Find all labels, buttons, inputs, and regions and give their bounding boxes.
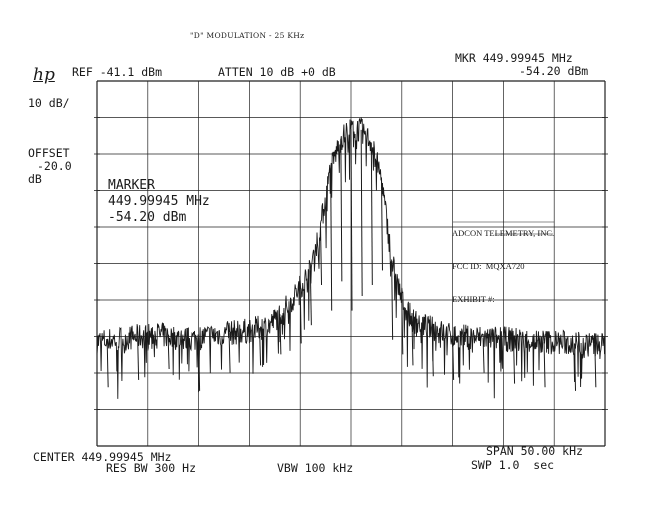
spectrum-trace: [96, 117, 606, 399]
trace-dip: [106, 340, 109, 388]
trace-dip: [137, 336, 140, 380]
trace-dip: [574, 343, 577, 391]
trace-dip: [320, 226, 323, 286]
marker-level-readout: -54.20 dBm: [519, 64, 589, 78]
frequency-span: SPAN 50.00 kHz: [486, 444, 583, 458]
trace-dip: [360, 129, 363, 296]
marker-box-frequency: 449.99945 MHz: [108, 194, 210, 209]
trace-dip: [299, 286, 302, 344]
trace-dip: [401, 299, 404, 355]
trace-dip: [279, 314, 282, 355]
trace-dip: [350, 128, 353, 311]
offset-unit: dB: [28, 172, 42, 186]
trace-dip: [452, 336, 455, 380]
reference-level: REF -41.1 dBm: [72, 65, 163, 79]
trace-dip: [391, 259, 394, 340]
trace-dip: [167, 336, 170, 370]
resolution-bandwidth: RES BW 300 Hz: [106, 461, 197, 475]
marker-box-label: MARKER: [108, 178, 155, 193]
center-frequency: CENTER 449.99945 MHz: [33, 450, 172, 464]
trace-dip: [198, 337, 201, 391]
marker-box-level: -54.20 dBm: [108, 210, 187, 225]
exhibit-fcc-id: FCC ID: MQXA720: [452, 261, 525, 271]
trace-dip: [340, 139, 343, 282]
trace-dip: [513, 339, 516, 384]
trace-dip: [330, 168, 333, 311]
trace-dip: [594, 344, 597, 388]
trace-dip: [309, 270, 312, 326]
hp-logo: hp: [33, 65, 55, 85]
offset-value: -20.0: [37, 159, 72, 173]
trace-dip: [228, 333, 231, 373]
trace-dip: [431, 328, 434, 377]
trace-dip: [259, 327, 262, 366]
video-bandwidth: VBW 100 kHz: [277, 461, 354, 475]
trace-dip: [411, 319, 414, 366]
trace-dip: [380, 179, 383, 271]
attenuation: ATTEN 10 dB +0 dB: [218, 65, 336, 79]
scale-per-division: 10 dB/: [28, 96, 70, 110]
plot-title: "D" MODULATION - 25 KHz: [190, 31, 305, 40]
exhibit-company: ADCON TELEMETRY, INC.: [452, 228, 555, 238]
sweep-time: SWP 1.0 sec: [471, 458, 555, 472]
offset-label: OFFSET: [28, 146, 70, 160]
trace-dip: [543, 341, 546, 388]
exhibit-number: EXHIBIT #:: [452, 294, 495, 304]
exhibit-box: ADCON TELEMETRY, INC. FCC ID: MQXA720 EX…: [452, 206, 554, 316]
trace-dips: [106, 128, 597, 391]
trace-dip: [370, 142, 373, 286]
trace-dip: [482, 337, 485, 373]
marker-frequency-readout: MKR 449.99945 MHz: [455, 51, 573, 65]
